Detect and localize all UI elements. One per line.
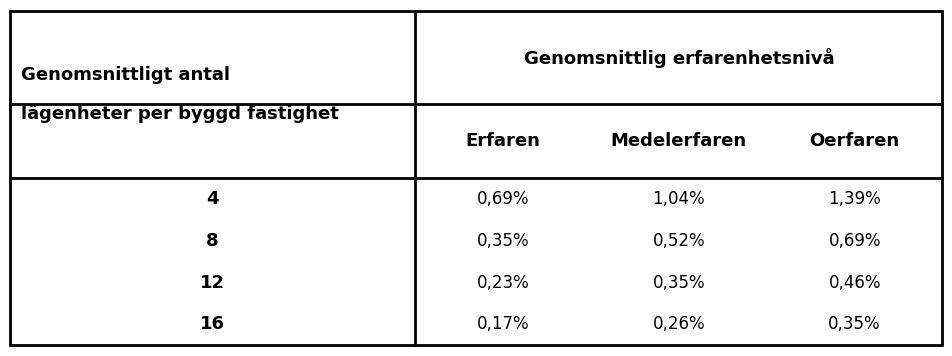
Text: 12: 12 [200,273,225,292]
Text: 0,69%: 0,69% [828,232,881,250]
Text: 0,69%: 0,69% [477,190,529,208]
Text: 0,17%: 0,17% [477,315,529,334]
Text: 0,52%: 0,52% [653,232,705,250]
Text: 1,39%: 1,39% [828,190,881,208]
Text: 0,35%: 0,35% [477,232,529,250]
Text: 0,23%: 0,23% [477,273,529,292]
Text: 4: 4 [207,190,219,208]
Text: lägenheter per byggd fastighet: lägenheter per byggd fastighet [21,105,339,123]
Text: 8: 8 [207,232,219,250]
Text: 0,26%: 0,26% [653,315,705,334]
Text: Medelerfaren: Medelerfaren [611,132,747,150]
Text: Genomsnittligt antal: Genomsnittligt antal [21,66,230,84]
Text: 1,04%: 1,04% [653,190,705,208]
Text: 0,35%: 0,35% [653,273,705,292]
Text: Genomsnittlig erfarenhetsnivå: Genomsnittlig erfarenhetsnivå [524,48,834,68]
Text: Oerfaren: Oerfaren [809,132,900,150]
Text: 0,35%: 0,35% [828,315,881,334]
Text: 0,46%: 0,46% [828,273,881,292]
Text: 16: 16 [200,315,225,334]
Text: Erfaren: Erfaren [466,132,541,150]
